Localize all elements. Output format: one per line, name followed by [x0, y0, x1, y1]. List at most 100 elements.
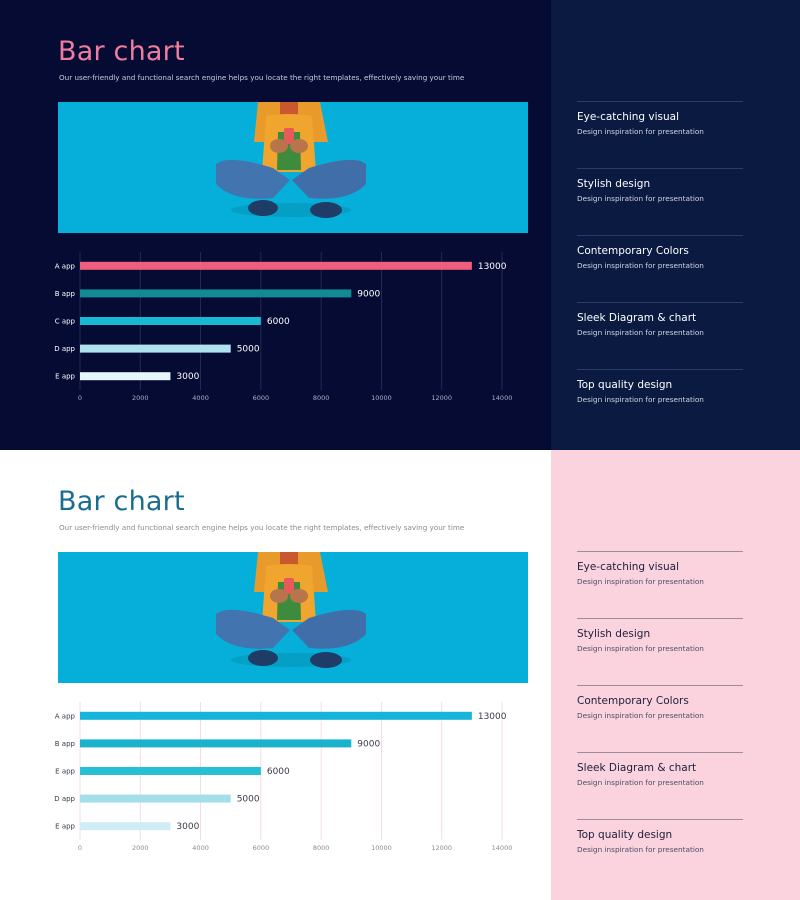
bar [80, 289, 352, 298]
feature-desc: Design inspiration for presentation [577, 845, 704, 854]
divider [577, 302, 743, 303]
divider [577, 235, 743, 236]
slide-title: Bar chart [58, 36, 185, 67]
category-label: E app [55, 823, 75, 831]
feature-item: Sleek Diagram & chart Design inspiration… [577, 312, 743, 337]
bar [80, 317, 261, 325]
person-with-phone-image [216, 102, 366, 218]
feature-desc: Design inspiration for presentation [577, 127, 704, 136]
divider [577, 752, 743, 753]
feature-title: Eye-catching visual [577, 111, 680, 123]
x-tick-label: 6000 [253, 844, 270, 852]
x-tick-label: 10000 [371, 844, 392, 852]
value-label: 3000 [176, 822, 199, 832]
value-label: 6000 [267, 317, 290, 327]
side-panel [551, 0, 800, 450]
feature-item: Top quality design Design inspiration fo… [577, 829, 743, 854]
divider [577, 685, 743, 686]
feature-desc: Design inspiration for presentation [577, 261, 704, 270]
value-label: 9000 [357, 739, 380, 749]
feature-title: Top quality design [577, 829, 673, 841]
feature-item: Eye-catching visual Design inspiration f… [577, 111, 743, 136]
feature-desc: Design inspiration for presentation [577, 395, 704, 404]
x-tick-label: 14000 [492, 394, 513, 402]
bar [80, 794, 231, 803]
value-label: 6000 [267, 767, 290, 777]
slide-title: Bar chart [58, 486, 185, 517]
slide-subtitle: Our user-friendly and functional search … [59, 73, 465, 82]
bar-chart: 0 2000 4000 6000 8000 10000 12000 14000 A app 130… [40, 250, 530, 410]
x-tick-label: 12000 [431, 844, 452, 852]
feature-desc: Design inspiration for presentation [577, 778, 704, 787]
x-tick-label: 4000 [192, 394, 209, 402]
x-tick-label: 8000 [313, 844, 330, 852]
side-panel [551, 450, 800, 900]
category-label: C app [55, 318, 76, 326]
x-tick-label: 4000 [192, 844, 209, 852]
feature-desc: Design inspiration for presentation [577, 577, 704, 586]
category-label: D app [54, 345, 75, 353]
feature-desc: Design inspiration for presentation [577, 644, 704, 653]
bar-chart-svg: 0 2000 4000 6000 8000 10000 12000 14000 A app 130… [54, 702, 513, 852]
value-label: 5000 [237, 795, 260, 805]
category-label: B app [55, 740, 76, 748]
x-tick-label: 14000 [492, 844, 513, 852]
bar [80, 344, 231, 353]
x-tick-label: 0 [78, 844, 82, 852]
value-label: 9000 [357, 289, 380, 299]
category-label: B app [55, 290, 76, 298]
bar [80, 372, 171, 381]
bar [80, 822, 171, 831]
feature-item: Contemporary Colors Design inspiration f… [577, 695, 743, 720]
feature-item: Eye-catching visual Design inspiration f… [577, 561, 743, 586]
feature-title: Stylish design [577, 178, 651, 190]
x-tick-label: 6000 [253, 394, 270, 402]
x-tick-label: 10000 [371, 394, 392, 402]
value-label: 5000 [237, 345, 260, 355]
bar [80, 767, 261, 775]
category-label: E app [55, 373, 75, 381]
bar [80, 739, 352, 748]
feature-title: Eye-catching visual [577, 561, 680, 573]
feature-desc: Design inspiration for presentation [577, 194, 704, 203]
value-label: 3000 [176, 372, 199, 382]
feature-item: Stylish design Design inspiration for pr… [577, 628, 743, 653]
x-tick-label: 2000 [132, 394, 149, 402]
slide-dark: Bar chart Our user-friendly and function… [0, 0, 800, 450]
category-label: A app [55, 262, 76, 270]
feature-title: Sleek Diagram & chart [577, 312, 697, 324]
divider [577, 369, 743, 370]
x-tick-label: 2000 [132, 844, 149, 852]
hero-photo [58, 102, 528, 233]
feature-title: Contemporary Colors [577, 695, 689, 707]
value-label: 13000 [478, 262, 507, 272]
divider [577, 819, 743, 820]
category-label: E app [55, 768, 75, 776]
feature-item: Stylish design Design inspiration for pr… [577, 178, 743, 203]
bar [80, 711, 472, 720]
category-label: A app [55, 712, 76, 720]
x-tick-label: 0 [78, 394, 82, 402]
hero-photo [58, 552, 528, 683]
feature-item: Contemporary Colors Design inspiration f… [577, 245, 743, 270]
x-tick-label: 12000 [431, 394, 452, 402]
x-tick-label: 8000 [313, 394, 330, 402]
slide-subtitle: Our user-friendly and functional search … [59, 523, 465, 532]
feature-item: Sleek Diagram & chart Design inspiration… [577, 762, 743, 787]
divider [577, 551, 743, 552]
value-label: 13000 [478, 712, 507, 722]
feature-title: Contemporary Colors [577, 245, 689, 257]
person-with-phone-image [216, 552, 366, 668]
divider [577, 618, 743, 619]
feature-title: Sleek Diagram & chart [577, 762, 697, 774]
bar [80, 261, 472, 270]
feature-item: Top quality design Design inspiration fo… [577, 379, 743, 404]
feature-title: Top quality design [577, 379, 673, 391]
slide-light: Bar chart Our user-friendly and function… [0, 450, 800, 900]
bar-chart-svg: 0 2000 4000 6000 8000 10000 12000 14000 A app 130… [54, 252, 513, 402]
feature-title: Stylish design [577, 628, 651, 640]
bar-chart: 0 2000 4000 6000 8000 10000 12000 14000 A app 130… [40, 700, 530, 860]
feature-desc: Design inspiration for presentation [577, 328, 704, 337]
divider [577, 168, 743, 169]
category-label: D app [54, 795, 75, 803]
